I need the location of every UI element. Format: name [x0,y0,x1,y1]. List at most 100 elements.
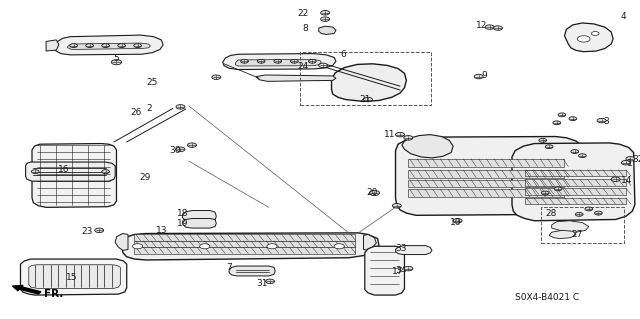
Text: 27: 27 [571,230,582,239]
Circle shape [176,105,185,109]
Circle shape [291,59,298,63]
Text: 18: 18 [177,209,189,218]
Text: 21: 21 [360,95,371,104]
Circle shape [577,36,590,42]
Circle shape [404,266,413,271]
Circle shape [31,170,39,174]
Circle shape [321,17,330,21]
Circle shape [267,244,277,249]
Text: 7: 7 [226,263,232,272]
Text: 3: 3 [603,117,609,126]
Polygon shape [229,266,275,276]
Text: 29: 29 [139,173,150,182]
Circle shape [321,11,330,15]
Circle shape [554,187,562,191]
Circle shape [493,26,502,30]
Circle shape [485,25,494,29]
Polygon shape [396,137,582,215]
Text: 25: 25 [146,78,157,87]
Text: 23: 23 [81,227,93,236]
Circle shape [176,147,185,152]
Text: 31: 31 [256,279,268,288]
Circle shape [308,59,316,63]
Circle shape [274,59,282,63]
Text: 4: 4 [621,12,627,21]
Polygon shape [46,40,59,51]
Circle shape [579,154,586,158]
Polygon shape [552,221,589,232]
Polygon shape [32,144,116,207]
Text: 6: 6 [340,50,346,59]
Polygon shape [122,233,379,260]
Bar [300,52,431,105]
Polygon shape [54,35,163,55]
Polygon shape [512,143,635,221]
Circle shape [545,145,553,149]
Text: FR.: FR. [44,289,63,299]
Polygon shape [525,170,626,176]
Text: 12: 12 [476,21,488,30]
Circle shape [558,113,566,117]
Circle shape [575,212,583,216]
Text: 32: 32 [632,155,640,164]
Polygon shape [364,234,376,250]
Circle shape [404,136,413,140]
Circle shape [396,132,404,137]
Polygon shape [319,26,336,34]
Text: 15: 15 [66,273,77,282]
Text: 9: 9 [481,71,487,80]
Circle shape [188,143,196,147]
Polygon shape [408,159,564,167]
Circle shape [319,63,328,68]
Polygon shape [408,170,564,178]
Text: 14: 14 [621,176,632,185]
Text: 13: 13 [156,226,168,235]
Polygon shape [134,247,355,254]
Bar [541,207,624,243]
Circle shape [266,279,275,284]
Polygon shape [20,259,127,295]
Polygon shape [525,198,626,204]
Circle shape [595,211,602,215]
Polygon shape [365,246,404,295]
Text: 30: 30 [170,146,181,155]
FancyArrow shape [12,286,41,294]
Text: 19: 19 [177,219,189,228]
Circle shape [95,228,104,233]
Polygon shape [408,180,564,187]
Polygon shape [29,265,120,288]
Text: 5: 5 [114,54,119,63]
Text: 24: 24 [297,62,308,71]
Circle shape [364,97,372,102]
Polygon shape [134,241,355,247]
Circle shape [241,59,248,63]
Text: 1: 1 [627,159,633,168]
Circle shape [571,150,579,153]
Polygon shape [223,54,336,70]
Circle shape [541,191,549,195]
Circle shape [111,60,122,65]
Text: 11: 11 [384,130,396,139]
Polygon shape [182,211,216,222]
Circle shape [597,118,606,123]
Text: 22: 22 [297,9,308,18]
Text: 17: 17 [392,267,403,276]
Circle shape [626,157,635,161]
Polygon shape [26,162,115,181]
Polygon shape [115,234,128,250]
Circle shape [369,190,380,196]
Circle shape [585,207,593,211]
Circle shape [569,117,577,121]
Text: 8: 8 [303,24,308,33]
Text: 28: 28 [545,209,557,218]
Polygon shape [525,188,626,195]
Polygon shape [67,43,150,49]
Polygon shape [134,234,355,241]
Polygon shape [549,230,576,239]
Polygon shape [332,64,406,101]
Circle shape [621,160,630,165]
Circle shape [257,59,265,63]
Text: 34: 34 [395,266,406,275]
Circle shape [553,121,561,125]
Circle shape [70,44,77,48]
